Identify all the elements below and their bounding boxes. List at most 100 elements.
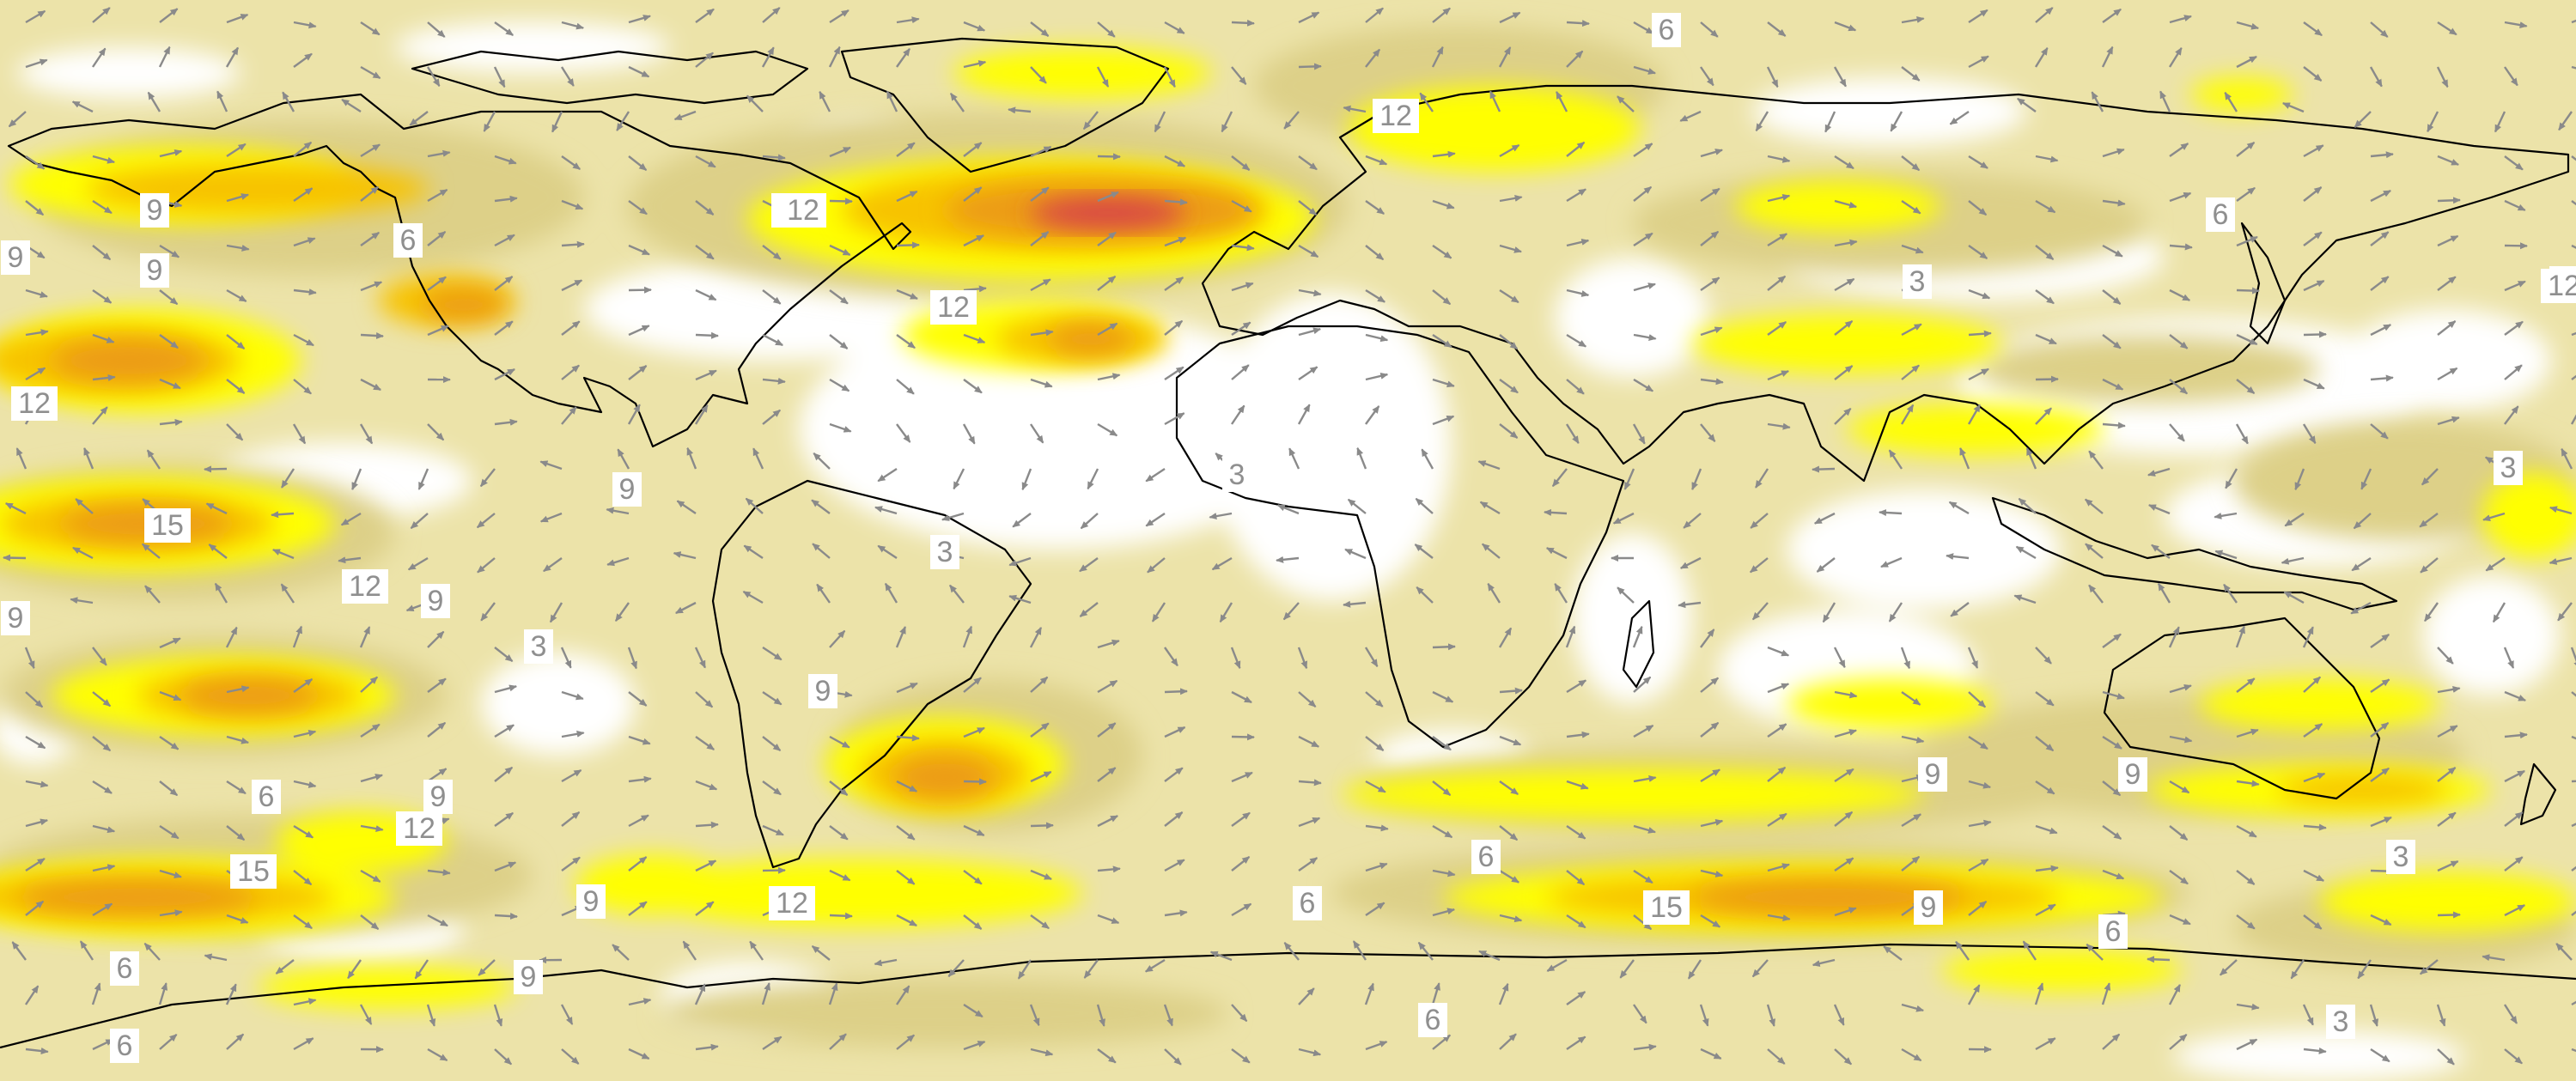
wind-arrow: [1955, 940, 1970, 961]
wind-arrow: [1365, 405, 1380, 425]
wind-arrow: [360, 21, 381, 36]
wind-arrow: [1901, 200, 1921, 215]
wind-arrow: [2302, 423, 2317, 445]
wind-arrow: [1097, 231, 1117, 246]
wind-arrow: [1901, 364, 1920, 380]
contour-label: 9: [2118, 757, 2147, 792]
wind-arrow: [1298, 735, 1320, 748]
contour-label-box: [396, 811, 442, 846]
wind-arrow: [2436, 1004, 2446, 1027]
wind-arrow: [953, 468, 965, 490]
wind-arrow: [1097, 21, 1116, 38]
wind-arrow: [478, 959, 496, 976]
wind-arrow: [1968, 900, 1988, 916]
wind-arrow: [628, 365, 648, 380]
wind-arrow: [675, 601, 697, 615]
wind-arrow: [360, 185, 380, 202]
wind-arrow: [695, 8, 715, 23]
wind-arrow: [293, 21, 317, 29]
wind-arrow: [1298, 366, 1318, 380]
wind-arrow: [1365, 200, 1385, 215]
wind-arrow: [226, 143, 247, 158]
wind-arrow: [829, 422, 852, 433]
wind-arrow: [2225, 468, 2238, 489]
wind-arrow: [1824, 111, 1836, 133]
wind-arrow: [762, 154, 786, 161]
wind-arrow: [359, 1004, 373, 1025]
wind-arrow: [2101, 46, 2114, 68]
wind-arrow: [2035, 865, 2059, 872]
wind-arrow: [745, 497, 764, 514]
contour-label: 3: [1222, 458, 1251, 492]
wind-arrow: [1888, 602, 1903, 622]
wind-arrow: [25, 780, 49, 788]
wind-arrow: [561, 155, 582, 170]
wind-arrow: [551, 111, 563, 133]
wind-arrow: [1231, 199, 1252, 213]
wind-arrow: [1566, 379, 1585, 395]
contour-label: 6: [1652, 13, 1681, 47]
wind-arrow: [2168, 626, 2180, 648]
wind-arrow: [816, 583, 831, 604]
wind-arrow: [1219, 602, 1233, 623]
wind-arrow: [1901, 16, 1925, 24]
wind-arrow: [214, 582, 228, 604]
contour-label: 12: [780, 193, 826, 228]
wind-arrow: [1566, 20, 1590, 27]
wind-arrow: [896, 985, 910, 1005]
wind-arrow: [407, 556, 429, 571]
wind-arrow: [92, 864, 116, 872]
wind-arrow: [1833, 1004, 1845, 1026]
wind-arrow: [2168, 984, 2181, 1005]
wind-arrow: [1968, 245, 1988, 259]
wind-arrow: [2169, 191, 2192, 203]
wind-arrow: [2214, 512, 2238, 519]
contour-label-box: [342, 569, 388, 604]
wind-arrow: [2571, 200, 2576, 206]
contour-label-text: 12: [776, 887, 808, 920]
wind-arrow: [1344, 548, 1367, 560]
wind-arrow: [1030, 869, 1052, 881]
wind-arrow: [2504, 199, 2526, 211]
wind-arrow: [761, 982, 771, 1005]
wind-arrow: [963, 778, 987, 786]
wind-arrow: [1030, 66, 1047, 84]
wind-arrow: [2013, 594, 2037, 604]
wind-arrow: [1479, 501, 1501, 515]
wind-arrow: [1633, 824, 1656, 834]
wind-arrow: [1968, 155, 1988, 169]
wind-arrow: [1097, 153, 1121, 161]
wind-arrow: [1968, 330, 1992, 337]
wind-arrow: [2236, 780, 2260, 787]
wind-arrow: [293, 333, 314, 347]
wind-arrow: [2504, 1048, 2523, 1065]
wind-arrow: [360, 231, 381, 246]
wind-arrow: [2236, 21, 2260, 30]
contour-label-text: 15: [1650, 891, 1683, 924]
wind-arrow: [1478, 950, 1501, 962]
wind-arrow: [24, 647, 35, 670]
wind-arrow: [1432, 245, 1452, 259]
wind-arrow: [813, 452, 831, 470]
contour-label: 6: [110, 951, 139, 986]
wind-arrow: [762, 289, 782, 305]
wind-arrow: [2357, 959, 2372, 980]
wind-arrow: [1030, 378, 1053, 388]
wind-arrow: [293, 1037, 314, 1051]
wind-arrow: [92, 199, 113, 215]
wind-arrow: [1298, 1048, 1322, 1057]
wind-arrow: [426, 1004, 436, 1027]
wind-arrow: [561, 730, 585, 738]
contour-label-text: 12: [2548, 270, 2576, 302]
wind-arrow: [25, 857, 46, 872]
wind-arrow: [2169, 780, 2190, 794]
wind-arrow: [1890, 111, 1903, 132]
wind-arrow: [1700, 914, 1721, 928]
wind-arrow: [829, 244, 851, 256]
wind-arrow: [2437, 197, 2461, 204]
contour-label: 9: [421, 584, 450, 618]
wind-arrow: [1679, 110, 1702, 122]
wind-arrow: [2102, 825, 2122, 840]
wind-arrow: [92, 902, 113, 917]
wind-arrow: [1767, 233, 1787, 247]
